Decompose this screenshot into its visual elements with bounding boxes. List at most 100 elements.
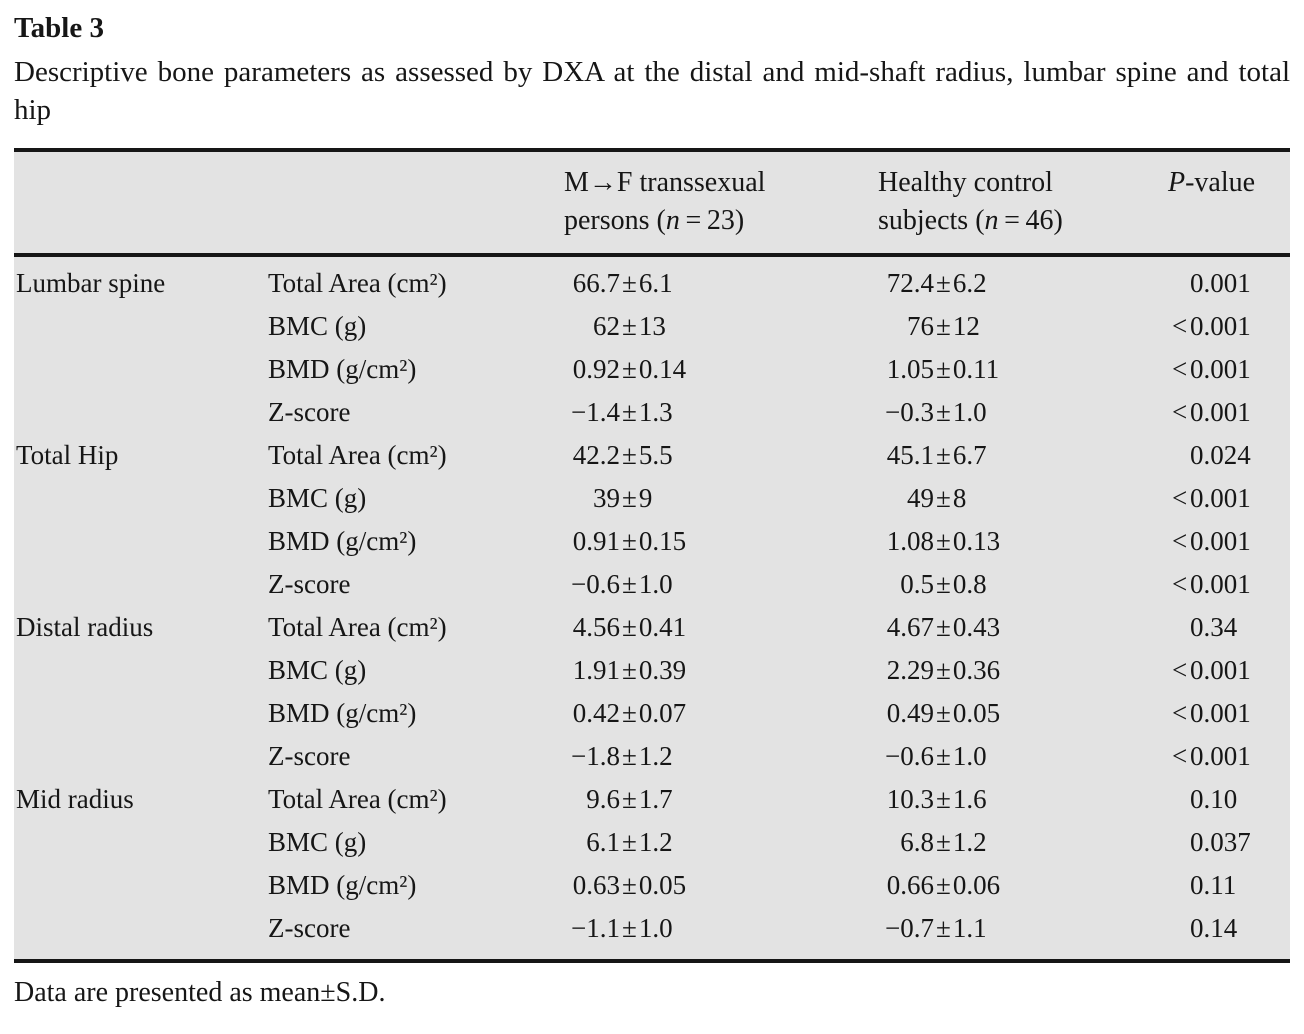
row-parameter-label: BMD (g/cm²) — [268, 698, 417, 729]
table-title: Table 3 — [14, 12, 104, 44]
value-control: −0.3±1.0 — [885, 397, 987, 428]
header-row: M→F transsexual persons (n = 23) Healthy… — [14, 149, 1290, 257]
value-mf: −1.1±1.0 — [571, 913, 673, 944]
p-value: <0.001 — [1172, 526, 1251, 557]
value-mf: 4.56±0.41 — [572, 612, 687, 643]
value-control: 6.8±1.2 — [900, 827, 987, 858]
table-row: Z-score −1.1±1.0 −0.7±1.1 0.14 — [14, 908, 1290, 961]
p-value: <0.001 — [1172, 483, 1251, 514]
value-mf: 39±9 — [593, 483, 653, 514]
value-mf: 66.7±6.1 — [572, 268, 673, 299]
col-header-mf-line1: M→F transsexual — [564, 166, 766, 198]
p-value: 0.10 — [1190, 784, 1238, 815]
row-parameter-label: Z-score — [268, 741, 351, 772]
table-row: Z-score −1.4±1.3 −0.3±1.0 <0.001 — [14, 392, 1290, 435]
value-mf: 6.1±1.2 — [586, 827, 673, 858]
col-header-control: Healthy control subjects (n = 46) — [878, 149, 1168, 257]
value-control: 10.3±1.6 — [886, 784, 987, 815]
value-mf: −1.8±1.2 — [571, 741, 673, 772]
table-row: BMC (g) 1.91±0.39 2.29±0.36 <0.001 — [14, 650, 1290, 693]
table-body: Lumbar spine Total Area (cm²) 66.7±6.1 72.4… — [14, 255, 1290, 961]
row-parameter-label: BMC (g) — [268, 827, 367, 858]
value-mf: 0.42±0.07 — [572, 698, 687, 729]
table-row: Z-score −1.8±1.2 −0.6±1.0 <0.001 — [14, 736, 1290, 779]
table-row: BMD (g/cm²) 0.91±0.15 1.08±0.13 <0.001 — [14, 521, 1290, 564]
row-site-label — [14, 693, 268, 736]
n-symbol: n — [665, 205, 680, 237]
row-parameter-label: BMC (g) — [268, 483, 367, 514]
value-control: 45.1±6.7 — [886, 440, 987, 471]
p-symbol: P — [1168, 166, 1186, 198]
row-parameter-label: Total Area (cm²) — [268, 440, 447, 471]
table-row: BMC (g) 6.1±1.2 6.8±1.2 0.037 — [14, 822, 1290, 865]
value-control: 49±8 — [907, 483, 967, 514]
table-header: M→F transsexual persons (n = 23) Healthy… — [14, 149, 1290, 257]
row-site-label — [14, 349, 268, 392]
row-site-label — [14, 392, 268, 435]
value-control: 76±12 — [907, 311, 980, 342]
p-value: 0.14 — [1190, 913, 1238, 944]
row-site-label — [14, 564, 268, 607]
table-row: Total Hip Total Area (cm²) 42.2±5.5 45.1±6.… — [14, 435, 1290, 478]
value-mf: 0.91±0.15 — [572, 526, 687, 557]
value-control: 0.66±0.06 — [886, 870, 1001, 901]
value-mf: 62±13 — [593, 311, 666, 342]
value-control: −0.6±1.0 — [885, 741, 987, 772]
table-row: BMC (g) 39±9 49±8 <0.001 — [14, 478, 1290, 521]
p-value: <0.001 — [1172, 311, 1251, 342]
col-header-control-line1: Healthy control — [878, 166, 1053, 198]
row-site-label — [14, 908, 268, 961]
row-site-label — [14, 521, 268, 564]
value-control: 2.29±0.36 — [886, 655, 1001, 686]
col-header-parameter — [268, 149, 564, 257]
p-value: <0.001 — [1172, 741, 1251, 772]
table-row: BMD (g/cm²) 0.92±0.14 1.05±0.11 <0.001 — [14, 349, 1290, 392]
p-value: 0.11 — [1190, 870, 1237, 901]
p-value: <0.001 — [1172, 655, 1251, 686]
col-header-mf: M→F transsexual persons (n = 23) — [564, 149, 878, 257]
table-caption: Descriptive bone parameters as assessed … — [14, 56, 1290, 127]
p-value: <0.001 — [1172, 698, 1251, 729]
value-mf: 42.2±5.5 — [572, 440, 673, 471]
p-value: <0.001 — [1172, 569, 1251, 600]
row-parameter-label: Total Area (cm²) — [268, 784, 447, 815]
row-parameter-label: BMD (g/cm²) — [268, 354, 417, 385]
row-site-label — [14, 650, 268, 693]
value-mf: 9.6±1.7 — [586, 784, 673, 815]
col-header-pvalue: P-value — [1168, 149, 1290, 257]
row-parameter-label: Total Area (cm²) — [268, 612, 447, 643]
value-control: 1.05±0.11 — [886, 354, 1000, 385]
row-site-label — [14, 478, 268, 521]
value-control: 4.67±0.43 — [886, 612, 1001, 643]
value-mf: −0.6±1.0 — [571, 569, 673, 600]
row-site-label — [14, 865, 268, 908]
col-header-mf-line2: persons (n = 23) — [564, 205, 745, 237]
bone-parameters-table: M→F transsexual persons (n = 23) Healthy… — [14, 147, 1290, 963]
row-parameter-label: Total Area (cm²) — [268, 268, 447, 299]
table-row: BMD (g/cm²) 0.63±0.05 0.66±0.06 0.11 — [14, 865, 1290, 908]
row-site-label: Total Hip — [16, 440, 119, 471]
table-row: Lumbar spine Total Area (cm²) 66.7±6.1 72.4… — [14, 255, 1290, 306]
row-parameter-label: Z-score — [268, 397, 351, 428]
row-parameter-label: BMD (g/cm²) — [268, 526, 417, 557]
p-value: <0.001 — [1172, 354, 1251, 385]
row-site-label: Lumbar spine — [16, 268, 166, 299]
value-control: 1.08±0.13 — [886, 526, 1001, 557]
n-symbol: n — [984, 205, 999, 237]
row-site-label — [14, 306, 268, 349]
value-mf: 1.91±0.39 — [572, 655, 687, 686]
table-row: BMC (g) 62±13 76±12 <0.001 — [14, 306, 1290, 349]
table-row: BMD (g/cm²) 0.42±0.07 0.49±0.05 <0.001 — [14, 693, 1290, 736]
row-site-label — [14, 822, 268, 865]
p-value: 0.024 — [1190, 440, 1251, 471]
value-mf: −1.4±1.3 — [571, 397, 673, 428]
table-row: Mid radius Total Area (cm²) 9.6±1.7 10.3±1.… — [14, 779, 1290, 822]
table-footnote: Data are presented as mean±S.D. — [14, 976, 386, 1008]
row-site-label: Distal radius — [16, 612, 154, 643]
row-site-label: Mid radius — [16, 784, 134, 815]
value-control: −0.7±1.1 — [885, 913, 987, 944]
table-row: Distal radius Total Area (cm²) 4.56±0.41 4.… — [14, 607, 1290, 650]
row-parameter-label: BMC (g) — [268, 655, 367, 686]
row-parameter-label: BMC (g) — [268, 311, 367, 342]
